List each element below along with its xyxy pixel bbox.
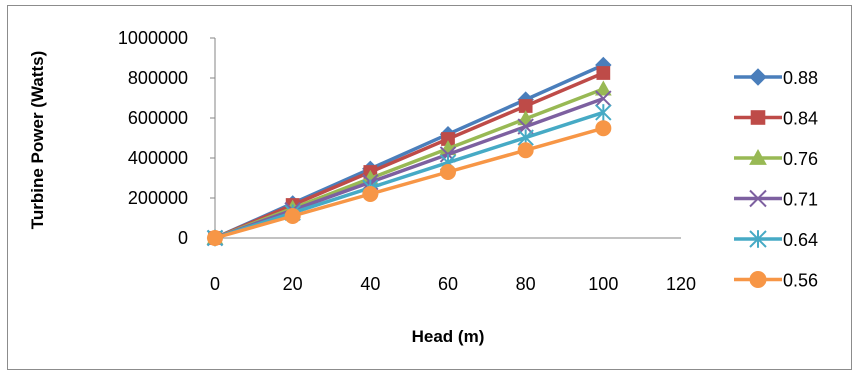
series-line bbox=[214, 110, 604, 240]
data-point bbox=[596, 66, 611, 80]
legend-label: 0.84 bbox=[783, 109, 818, 129]
x-tick-label: 120 bbox=[666, 274, 696, 294]
series-line bbox=[214, 71, 605, 240]
legend-label: 0.56 bbox=[783, 271, 818, 291]
x-tick-label: 20 bbox=[283, 274, 303, 294]
data-point bbox=[362, 186, 379, 202]
legend-item: 0.76 bbox=[734, 148, 818, 169]
series-line bbox=[214, 96, 604, 240]
x-tick-label: 80 bbox=[516, 274, 536, 294]
legend-marker bbox=[749, 271, 767, 288]
y-tick-label: 400000 bbox=[128, 148, 188, 168]
series-0-56 bbox=[207, 120, 612, 246]
y-tick-label: 600000 bbox=[128, 108, 188, 128]
legend-label: 0.71 bbox=[783, 190, 818, 210]
legend-item: 0.56 bbox=[734, 271, 818, 291]
x-tick-label: 100 bbox=[588, 274, 618, 294]
legend-marker bbox=[750, 110, 766, 125]
x-tick-label: 0 bbox=[210, 274, 220, 294]
x-tick-label: 60 bbox=[438, 274, 458, 294]
x-tick-label: 40 bbox=[360, 274, 380, 294]
legend-label: 0.64 bbox=[783, 230, 818, 250]
chart-frame bbox=[7, 5, 852, 370]
series-layer bbox=[206, 56, 612, 247]
x-axis-title: Head (m) bbox=[412, 327, 485, 346]
series-0-64 bbox=[206, 104, 612, 247]
legend-marker bbox=[749, 148, 767, 165]
legend-item: 0.88 bbox=[734, 68, 818, 88]
data-point bbox=[440, 164, 456, 180]
legend-marker bbox=[749, 189, 767, 208]
marker-stroke bbox=[595, 90, 612, 107]
data-point bbox=[594, 80, 612, 96]
axes: 0 200000 400000 600000 800000 1000000 0 20 40 60 8… bbox=[118, 28, 696, 294]
legend: 0.88 0.84 0.76 0.71 0.64 0.56 bbox=[734, 68, 818, 291]
legend-item: 0.84 bbox=[734, 109, 818, 129]
legend-label: 0.88 bbox=[783, 68, 818, 88]
legend-marker bbox=[749, 68, 767, 86]
data-point bbox=[517, 142, 534, 159]
marker-stroke bbox=[749, 189, 767, 208]
y-tick-label: 800000 bbox=[128, 68, 188, 88]
data-point bbox=[595, 104, 612, 121]
data-point bbox=[595, 120, 612, 137]
y-tick-label: 0 bbox=[178, 228, 188, 248]
legend-item: 0.71 bbox=[734, 190, 818, 210]
data-point bbox=[284, 208, 301, 224]
data-point bbox=[595, 90, 612, 107]
data-point bbox=[207, 230, 223, 246]
legend-label: 0.76 bbox=[783, 149, 818, 169]
y-tick-label: 200000 bbox=[128, 188, 188, 208]
y-axis-title: Turbine Power (Watts) bbox=[28, 51, 47, 230]
legend-marker bbox=[749, 230, 767, 248]
series-line bbox=[214, 126, 604, 240]
y-tick-label: 1000000 bbox=[118, 28, 188, 48]
legend-item: 0.64 bbox=[734, 230, 818, 250]
